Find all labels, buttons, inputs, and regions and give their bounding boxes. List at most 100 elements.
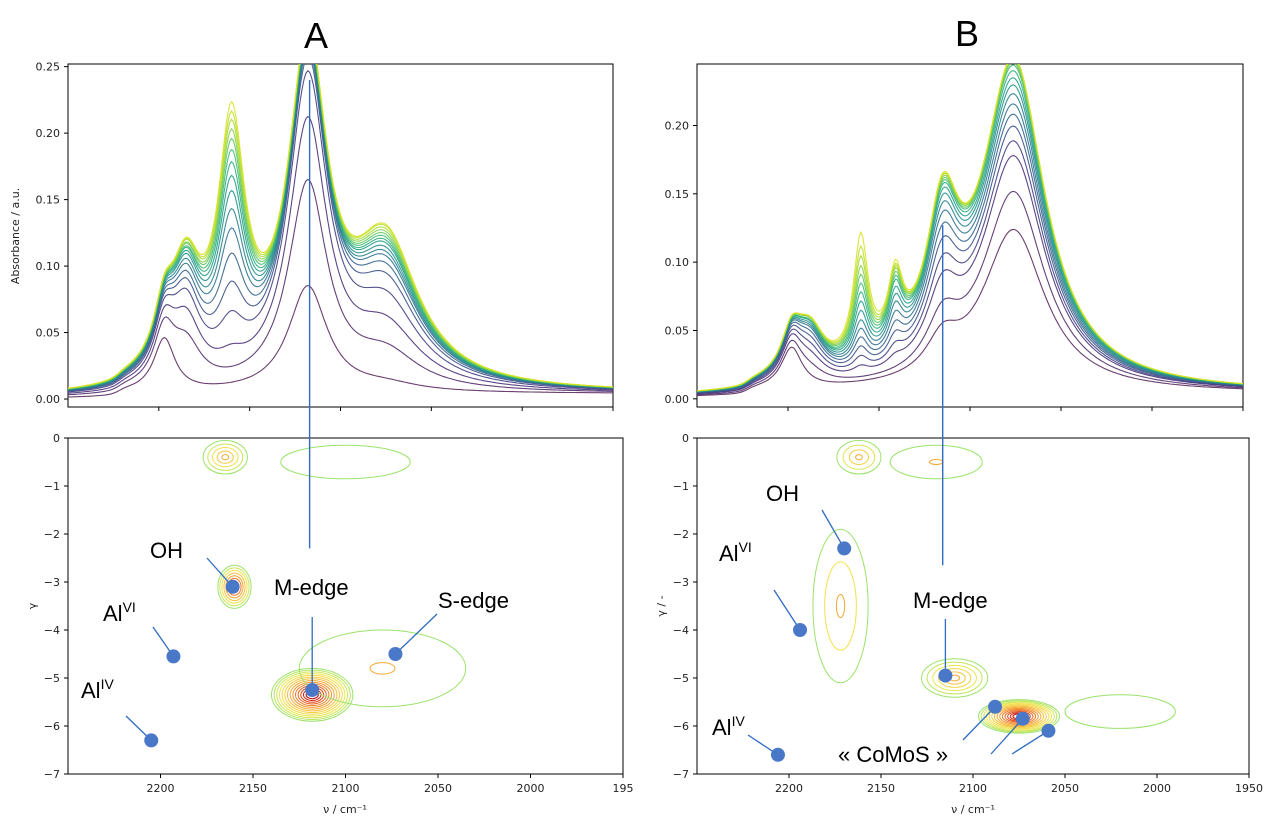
spectrum-line	[697, 64, 1243, 392]
contour-level	[202, 439, 248, 475]
y-tick-label: 0	[682, 432, 689, 445]
x-tick-label: 2150	[867, 782, 895, 795]
contour-level	[221, 569, 248, 604]
y-tick-label: −3	[673, 576, 689, 589]
spectra-a-ticks: 0.00 0.05 0.10 0.15 0.20 0.25	[36, 61, 614, 411]
annotation-marker	[1015, 711, 1030, 726]
contour-level	[928, 458, 944, 466]
contour-level	[216, 450, 234, 464]
spectrum-line	[697, 228, 1243, 397]
spectrum-line	[68, 64, 613, 392]
y-tick-label: 0.20	[665, 119, 690, 132]
contour-level	[855, 454, 863, 461]
annotation-leader	[394, 613, 438, 655]
y-tick-label: −6	[673, 720, 689, 733]
contour-level	[217, 564, 252, 609]
annotation-label: AlIV	[712, 713, 745, 740]
contour-level	[298, 629, 467, 708]
x-tick-label: 2100	[959, 782, 987, 795]
spectrum-line	[68, 115, 613, 394]
contour-b-annotations: OH AlVI AlIV M-edge « CoMoS »	[712, 481, 1056, 767]
y-tick-label: 0.00	[665, 393, 690, 406]
contour-level	[983, 701, 1055, 732]
contour-a-xlabel: ν / cm⁻¹	[323, 803, 367, 816]
spectrum-line	[697, 64, 1243, 392]
y-tick-label: 0.05	[36, 327, 61, 340]
y-tick-label: 0.15	[665, 188, 690, 201]
annotation-label: « CoMoS »	[838, 742, 948, 767]
contour-level	[836, 439, 882, 475]
spectrum-line	[697, 64, 1243, 392]
spectrum-line	[697, 93, 1243, 393]
y-tick-label: 0.10	[36, 260, 61, 273]
contour-level	[1064, 694, 1176, 729]
contour-level	[991, 704, 1047, 729]
annotation-label: OH	[150, 538, 183, 563]
annotation-leader	[990, 718, 1024, 755]
panel-label-b: B	[955, 13, 979, 54]
y-tick-label: −7	[44, 768, 60, 781]
contour-level	[932, 664, 977, 692]
annotation-marker	[225, 579, 240, 594]
contour-level	[812, 528, 869, 684]
y-tick-label: −7	[673, 768, 689, 781]
contour-level	[207, 443, 244, 471]
y-tick-label: 0.20	[36, 127, 61, 140]
annotation-marker	[166, 649, 181, 664]
y-tick-label: −4	[44, 624, 60, 637]
spectra-b-ticks: 0.00 0.05 0.10 0.15 0.20	[665, 119, 1244, 411]
spectrum-line	[68, 178, 613, 396]
annotation-label: AlVI	[719, 539, 752, 566]
contour-level	[223, 572, 246, 602]
contour-level	[889, 444, 983, 480]
contour-level	[848, 449, 869, 465]
contour-level	[926, 661, 983, 695]
annotation-marker	[938, 668, 953, 683]
spectrum-line	[697, 155, 1243, 395]
spectrum-line	[697, 190, 1243, 396]
spectrum-line	[697, 125, 1243, 394]
spectrum-line	[68, 64, 613, 389]
y-tick-label: −2	[44, 528, 60, 541]
annotation-marker	[388, 647, 403, 661]
y-tick-label: 0.25	[36, 61, 61, 74]
x-tick-label: 2050	[1051, 782, 1079, 795]
x-tick-label: 195	[613, 782, 634, 795]
spectrum-line	[697, 77, 1243, 392]
y-tick-label: −5	[673, 672, 689, 685]
panel-label-a: A	[304, 15, 328, 56]
contour-b-xlabel: ν / cm⁻¹	[951, 803, 995, 816]
spectrum-line	[697, 113, 1243, 393]
contour-level	[920, 658, 989, 698]
x-tick-label: 2000	[517, 782, 545, 795]
annotation-marker	[770, 747, 785, 762]
contour-level	[842, 444, 876, 470]
y-tick-label: −4	[673, 624, 689, 637]
contour-a-axes	[67, 437, 624, 775]
spectra-a-series	[68, 64, 613, 398]
annotation-leader	[821, 509, 845, 549]
x-tick-label: 1950	[1235, 782, 1263, 795]
annotation-marker	[793, 623, 808, 637]
annotation-marker	[305, 683, 320, 697]
x-tick-label: 2000	[1143, 782, 1171, 795]
y-tick-label: −2	[673, 528, 689, 541]
contour-level	[993, 705, 1045, 728]
contour-level	[221, 454, 230, 461]
spectrum-line	[697, 70, 1243, 392]
y-tick-label: −3	[44, 576, 60, 589]
y-tick-label: 0	[53, 432, 60, 445]
spectrum-line	[68, 285, 613, 398]
spectrum-line	[68, 64, 613, 390]
contour-level	[211, 447, 239, 468]
spectrum-line	[68, 70, 613, 393]
annotation-marker	[837, 541, 852, 556]
y-tick-label: −5	[44, 672, 60, 685]
spectrum-line	[697, 84, 1243, 393]
spectra-a-ylabel: Absorbance / a.u.	[9, 188, 22, 284]
contour-level	[996, 706, 1042, 727]
x-tick-label: 2150	[239, 782, 267, 795]
y-tick-label: −1	[673, 480, 689, 493]
contour-level	[219, 567, 250, 607]
